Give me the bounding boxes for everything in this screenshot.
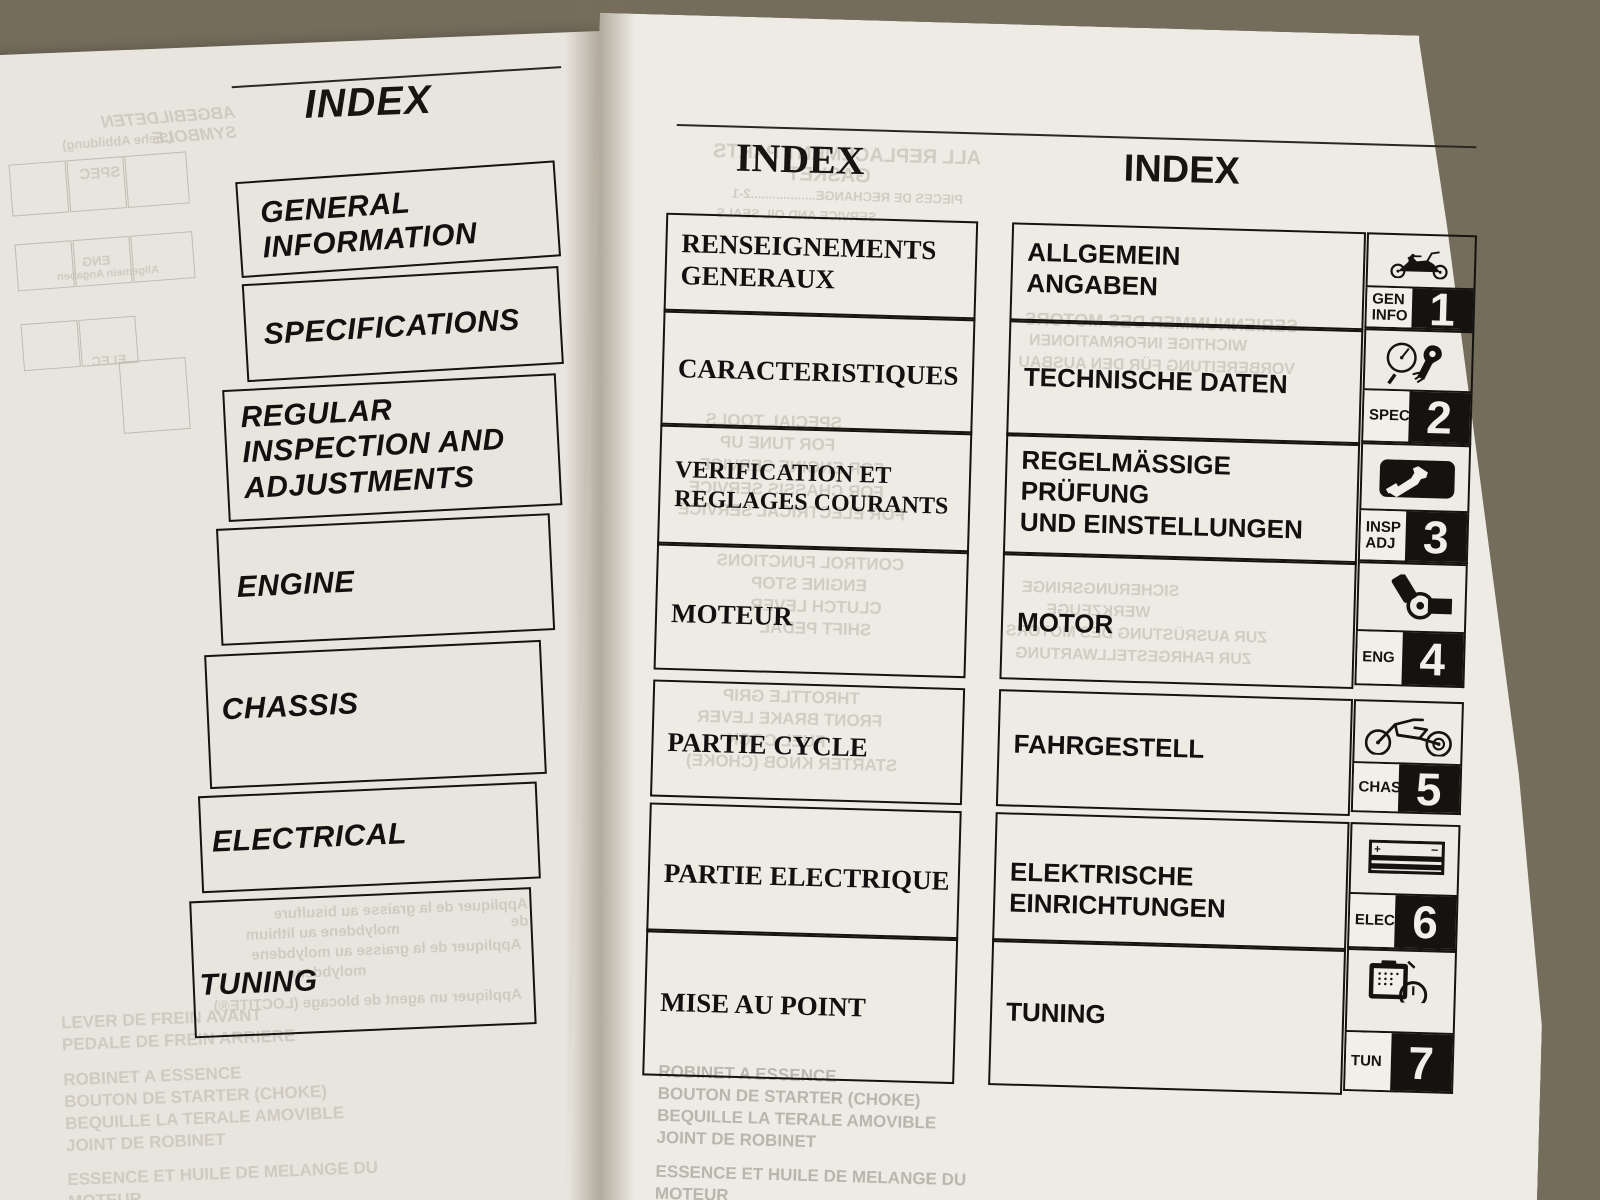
svg-text:–: – [1431, 841, 1439, 856]
svg-text:+: + [1374, 844, 1381, 856]
